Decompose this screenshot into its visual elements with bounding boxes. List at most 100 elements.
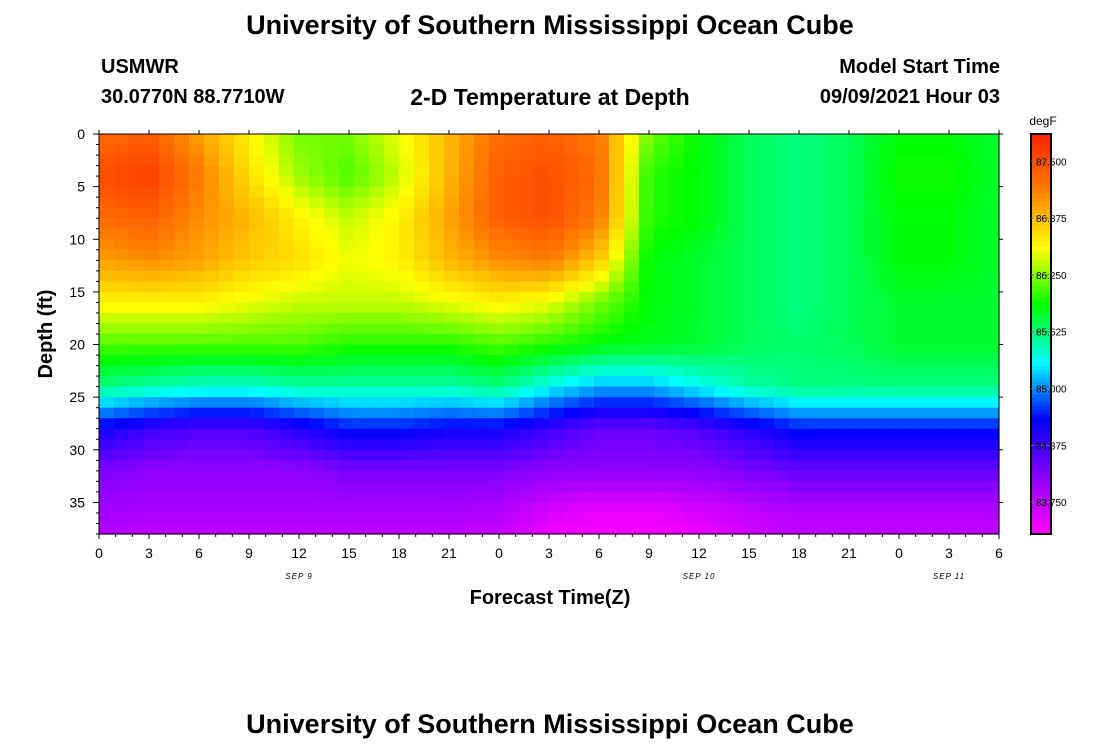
heatmap-cell [714, 323, 730, 335]
heatmap-cell [864, 418, 880, 430]
heatmap-cell [909, 428, 925, 440]
heatmap-cell [504, 334, 520, 346]
heatmap-cell [519, 512, 535, 525]
heatmap-cell [114, 134, 130, 146]
heatmap-cell [339, 418, 355, 430]
y-tick-label: 35 [69, 494, 85, 510]
heatmap-cell [369, 460, 385, 472]
heatmap-cell [159, 418, 175, 430]
heatmap-cell [804, 176, 820, 188]
heatmap-cell [474, 355, 490, 367]
heatmap-cell [789, 302, 805, 314]
heatmap-cell [549, 218, 565, 230]
heatmap-cell [594, 449, 610, 461]
heatmap-cell [249, 239, 265, 251]
heatmap-cell [564, 355, 580, 367]
heatmap-cell [954, 386, 970, 398]
heatmap-cell [594, 260, 610, 272]
heatmap-cell [204, 386, 220, 398]
heatmap-cell [579, 376, 595, 388]
heatmap-cell [789, 523, 805, 535]
heatmap-cell [639, 512, 655, 525]
heatmap-cell [714, 512, 730, 525]
heatmap-cell [129, 323, 145, 335]
heatmap-cell [219, 323, 235, 335]
y-tick-label: 5 [77, 179, 85, 195]
heatmap-cell [504, 512, 520, 525]
heatmap-cell [699, 144, 715, 156]
heatmap-cell [249, 281, 265, 293]
heatmap-cell [504, 439, 520, 451]
heatmap-cell [579, 460, 595, 472]
heatmap-cell [399, 376, 415, 388]
heatmap-cell [594, 407, 610, 419]
heatmap-cell [819, 523, 835, 535]
heatmap-cell [654, 323, 670, 335]
heatmap-cell [474, 270, 490, 282]
heatmap-cell [804, 502, 820, 514]
heatmap-cell [219, 439, 235, 451]
heatmap-cell [534, 397, 550, 409]
colorbar-segment [1031, 370, 1051, 375]
heatmap-cell [894, 376, 910, 388]
heatmap-cell [939, 291, 955, 304]
heatmap-cell [729, 176, 745, 188]
heatmap-cell [444, 481, 460, 493]
heatmap-cell [849, 165, 865, 177]
heatmap-cell [369, 512, 385, 525]
heatmap-cell [864, 386, 880, 398]
heatmap-cell [429, 376, 445, 388]
heatmap-cell [759, 312, 775, 325]
chart-title: 2-D Temperature at Depth [410, 84, 690, 110]
heatmap-cell [639, 460, 655, 472]
heatmap-cell [489, 523, 505, 535]
heatmap-cell [429, 407, 445, 419]
colorbar-segment [1031, 510, 1051, 515]
heatmap-cell [324, 249, 340, 261]
heatmap-cell [969, 260, 985, 272]
heatmap-cell [249, 449, 265, 461]
heatmap-cell [714, 481, 730, 493]
heatmap-cell [474, 323, 490, 335]
heatmap-cell [729, 228, 745, 240]
heatmap-cell [759, 302, 775, 314]
heatmap-cell [609, 386, 625, 398]
heatmap-cell [639, 144, 655, 156]
heatmap-cell [429, 260, 445, 272]
heatmap-cell [864, 228, 880, 240]
heatmap-cell [354, 470, 370, 482]
heatmap-cell [729, 428, 745, 440]
colorbar-segment [1031, 202, 1051, 207]
heatmap-cell [519, 228, 535, 240]
heatmap-cell [789, 144, 805, 156]
heatmap-cell [744, 270, 760, 282]
heatmap-cell [924, 239, 940, 251]
heatmap-cell [99, 512, 115, 525]
heatmap-cell [684, 228, 700, 240]
heatmap-cell [909, 334, 925, 346]
heatmap-cell [144, 439, 160, 451]
heatmap-cell [759, 207, 775, 219]
heatmap-cell [969, 197, 985, 209]
heatmap-cell [984, 439, 1000, 451]
heatmap-cell [774, 165, 790, 177]
heatmap-cell [474, 302, 490, 314]
heatmap-cell [144, 418, 160, 430]
heatmap-cell [594, 397, 610, 409]
heatmap-cell [624, 165, 640, 177]
heatmap-cell [549, 512, 565, 525]
heatmap-cell [714, 376, 730, 388]
heatmap-cell [129, 491, 145, 504]
heatmap-cell [384, 186, 400, 198]
heatmap-cell [534, 376, 550, 388]
heatmap-cell [639, 281, 655, 293]
heatmap-cell [804, 155, 820, 167]
heatmap-cell [639, 260, 655, 272]
heatmap-cell [414, 302, 430, 314]
heatmap-cell [219, 491, 235, 504]
heatmap-cell [354, 291, 370, 304]
heatmap-cell [519, 481, 535, 493]
heatmap-cell [534, 207, 550, 219]
heatmap-cell [264, 239, 280, 251]
heatmap-cell [639, 291, 655, 304]
